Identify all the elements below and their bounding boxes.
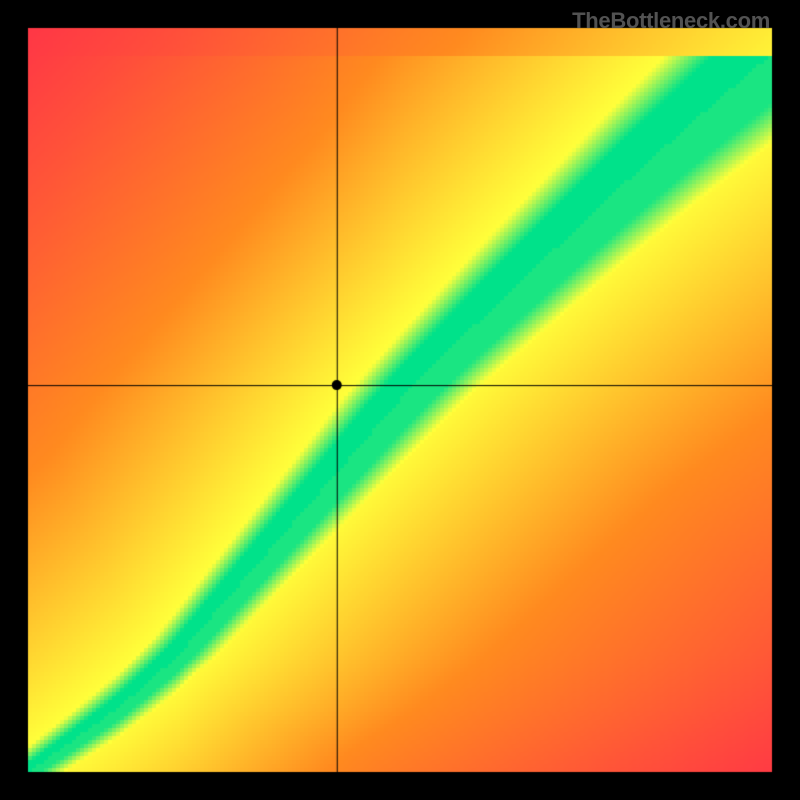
bottleneck-heatmap-canvas bbox=[0, 0, 800, 800]
bottleneck-heatmap-container: TheBottleneck.com bbox=[0, 0, 800, 800]
attribution-text: TheBottleneck.com bbox=[572, 8, 770, 34]
